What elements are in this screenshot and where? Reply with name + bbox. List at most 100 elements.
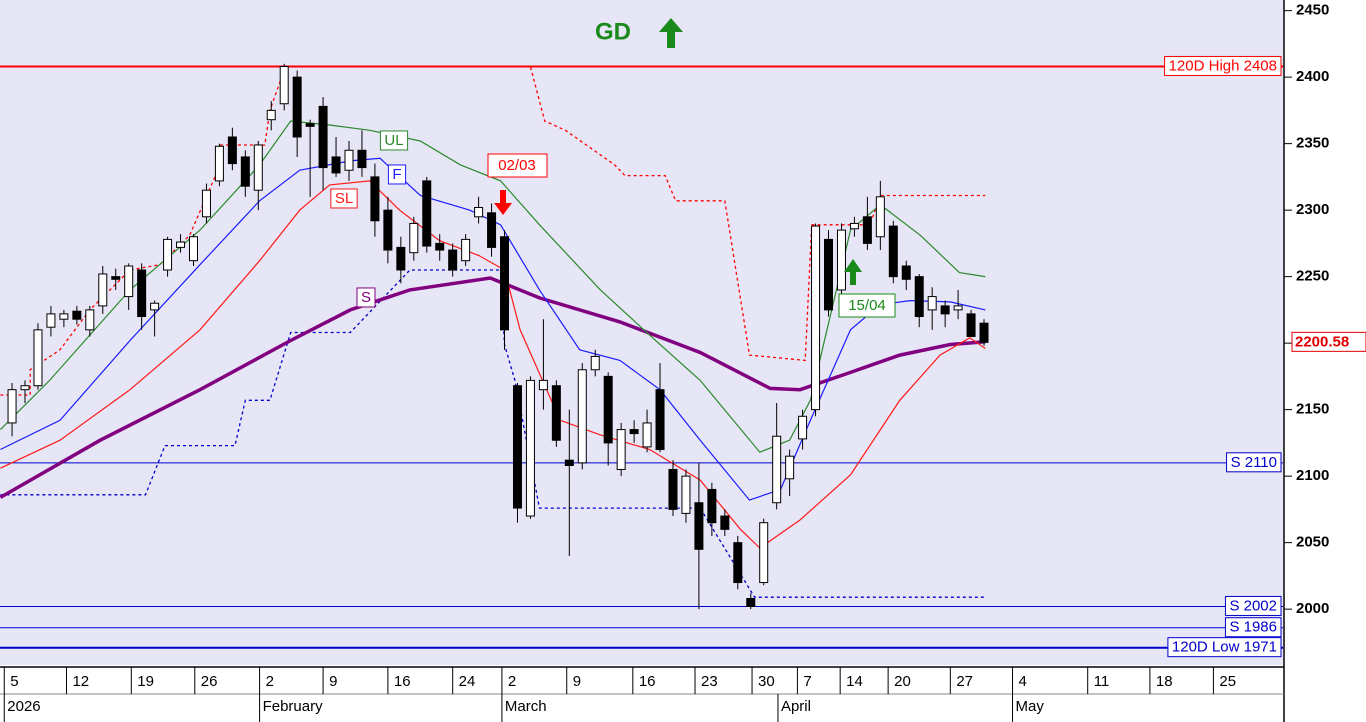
y-tick-label: 2150 bbox=[1296, 401, 1329, 418]
candle-body bbox=[46, 313, 56, 328]
month-label: February bbox=[263, 698, 324, 715]
candle-body bbox=[305, 123, 315, 127]
x-tick-label: 16 bbox=[639, 673, 656, 690]
month-label: March bbox=[505, 698, 547, 715]
last-price-box bbox=[1291, 331, 1366, 352]
gd-annotation: GD bbox=[595, 18, 683, 48]
candle-body bbox=[824, 238, 834, 311]
y-tick-label: 2300 bbox=[1296, 201, 1329, 218]
candle-body bbox=[98, 273, 108, 307]
candle-body bbox=[720, 515, 730, 530]
candle-body bbox=[176, 241, 186, 248]
x-tick-label: 2 bbox=[266, 673, 274, 690]
candle-body bbox=[20, 385, 30, 391]
candle-body bbox=[966, 313, 976, 337]
candle-body bbox=[357, 149, 367, 169]
candle-body bbox=[500, 236, 510, 331]
level-label: S 2110 bbox=[1231, 454, 1277, 471]
x-tick-label: 20 bbox=[894, 673, 911, 690]
indicator-line bbox=[0, 276, 986, 499]
candle-body bbox=[409, 222, 419, 254]
x-tick-label: 27 bbox=[956, 673, 973, 690]
buy-signal-box bbox=[838, 293, 896, 318]
candle-body bbox=[240, 156, 250, 187]
candle-body bbox=[370, 176, 380, 222]
candle-body bbox=[875, 196, 885, 238]
y-tick-label: 2100 bbox=[1296, 467, 1329, 484]
indicator-line bbox=[0, 157, 986, 501]
candle-body bbox=[577, 369, 587, 464]
candle-body bbox=[85, 309, 95, 331]
x-tick-label: 25 bbox=[1219, 673, 1236, 690]
candle-body bbox=[111, 276, 121, 280]
candle-body bbox=[422, 180, 432, 247]
sell-signal-label: 02/03 bbox=[498, 157, 536, 174]
last-price-label: 2200.58 bbox=[1295, 333, 1349, 350]
x-tick-label: 16 bbox=[394, 673, 411, 690]
candle-body bbox=[564, 459, 574, 466]
candle-body bbox=[707, 488, 717, 524]
stop-line bbox=[0, 65, 986, 396]
candle-body bbox=[487, 212, 497, 248]
candle-body bbox=[798, 415, 808, 440]
indicator-label-box bbox=[356, 287, 376, 308]
level-label-box bbox=[1224, 617, 1282, 638]
x-tick-label: 19 bbox=[137, 673, 154, 690]
level-label-box bbox=[1226, 452, 1282, 473]
candle-body bbox=[746, 598, 756, 607]
candle-body bbox=[318, 105, 328, 169]
candle-body bbox=[331, 156, 341, 174]
indicator-label: S bbox=[361, 289, 371, 306]
level-label-box bbox=[1164, 55, 1282, 76]
x-tick-label: 14 bbox=[846, 673, 863, 690]
level-label: 120D Low 1971 bbox=[1172, 639, 1277, 656]
indicator-label-box bbox=[387, 164, 407, 185]
candle-body bbox=[150, 302, 160, 311]
candle-body bbox=[512, 385, 522, 509]
candle-body bbox=[940, 305, 950, 315]
indicator-line bbox=[0, 120, 986, 453]
x-tick-label: 9 bbox=[329, 673, 337, 690]
trend-arrow bbox=[659, 18, 683, 48]
candle-body bbox=[344, 149, 354, 171]
x-tick-label: 30 bbox=[758, 673, 775, 690]
candle-body bbox=[292, 76, 302, 138]
x-tick-label: 23 bbox=[701, 673, 718, 690]
buy-signal-label: 15/04 bbox=[848, 297, 886, 314]
candle-body bbox=[901, 265, 911, 280]
candle-body bbox=[629, 429, 639, 435]
candle-body bbox=[396, 246, 406, 271]
candle-body bbox=[538, 379, 548, 391]
buy-signal: 15/04 bbox=[838, 259, 896, 318]
level-label-box bbox=[1167, 637, 1282, 658]
month-label: 2026 bbox=[7, 698, 40, 715]
indicator-label-box bbox=[379, 130, 409, 151]
candle-body bbox=[836, 229, 846, 291]
y-tick-label: 2350 bbox=[1296, 135, 1329, 152]
plot-background bbox=[0, 0, 1283, 665]
indicator-label-box bbox=[330, 188, 358, 209]
buy-arrow bbox=[844, 259, 862, 285]
x-tick-label: 26 bbox=[201, 673, 218, 690]
level-label-box bbox=[1224, 595, 1282, 616]
sell-arrow bbox=[494, 190, 512, 215]
candle-body bbox=[888, 225, 898, 278]
candle-body bbox=[590, 355, 600, 371]
candle-body bbox=[953, 305, 963, 311]
x-tick-label: 7 bbox=[803, 673, 811, 690]
candle-body bbox=[383, 209, 393, 251]
plot-area bbox=[0, 63, 1283, 649]
indicator-label: UL bbox=[384, 132, 403, 149]
candle-body bbox=[266, 109, 276, 121]
candle-body bbox=[642, 422, 652, 448]
y-tick-label: 2000 bbox=[1296, 600, 1329, 617]
x-tick-label: 5 bbox=[10, 673, 18, 690]
candle-body bbox=[227, 136, 237, 165]
x-tick-label: 24 bbox=[459, 673, 476, 690]
candle-body bbox=[927, 296, 937, 311]
candle-body bbox=[616, 429, 626, 470]
candle-body bbox=[979, 322, 989, 343]
level-label: S 1986 bbox=[1229, 619, 1277, 636]
